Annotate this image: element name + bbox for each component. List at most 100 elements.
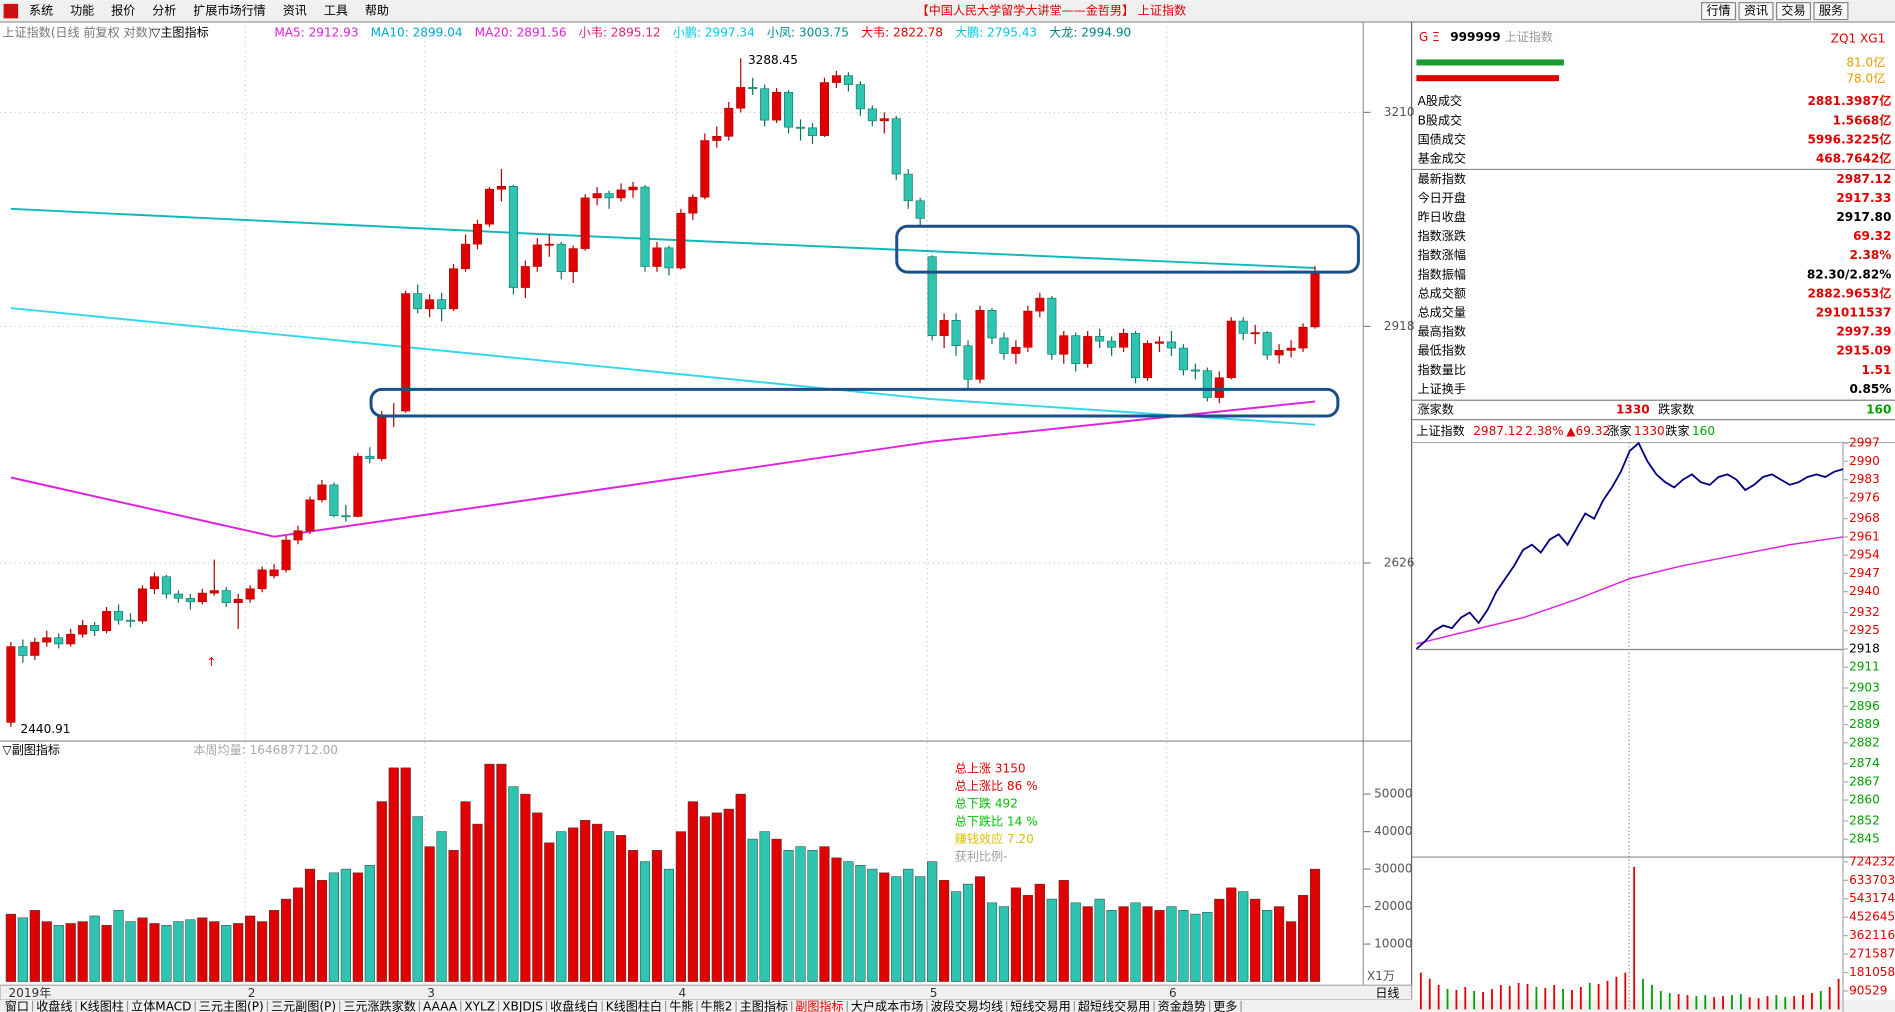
week-average: 本周均量: 164687712.00 (193, 743, 338, 757)
window-button-label[interactable]: 资讯 (1744, 4, 1768, 18)
tab[interactable]: 牛熊 (669, 998, 693, 1012)
candle-body (102, 611, 112, 631)
volume-bar (687, 801, 698, 982)
tab[interactable]: 波段交易均线 (931, 998, 1003, 1012)
window-button[interactable] (1775, 2, 1812, 21)
tab[interactable]: 资金趋势 (1158, 998, 1206, 1012)
volume-bar (915, 876, 926, 982)
quote-value: 291011537 (1816, 305, 1892, 319)
volume-bar (855, 865, 866, 982)
window-button-label[interactable]: 服务 (1819, 3, 1843, 18)
y-tick-label: 2911 (1849, 660, 1880, 674)
volume-bar (292, 887, 304, 982)
y-tick-label: 362116 (1849, 928, 1895, 942)
tab[interactable]: XYLZ (464, 999, 495, 1012)
candle-body (604, 193, 614, 199)
tab[interactable]: 副图指标 (795, 998, 843, 1012)
candle-body (341, 515, 351, 518)
sell-bar (1416, 75, 1560, 82)
window-button[interactable] (1813, 2, 1849, 21)
volume-bar (1250, 898, 1261, 982)
candle-body (1226, 320, 1236, 379)
tab[interactable]: K线图柱白 (606, 998, 662, 1012)
tab[interactable]: 更多 (1213, 999, 1237, 1012)
tab[interactable]: 三元涨跌家数 (343, 998, 415, 1012)
volume-bar (1034, 883, 1045, 982)
candle-body (915, 200, 925, 219)
candle-body (951, 319, 961, 347)
ma-line (10, 207, 1316, 269)
volume-bar (424, 846, 435, 982)
candle-body (197, 592, 207, 603)
volume-bar (197, 917, 208, 982)
window-button[interactable] (1738, 2, 1774, 21)
volume-bar (783, 850, 794, 982)
candle-body (963, 345, 973, 380)
volume-bar (125, 921, 136, 982)
menu-item[interactable]: 扩展市场行情 (193, 3, 265, 18)
candle-body (1047, 297, 1057, 355)
volume-bar (1046, 898, 1057, 982)
window-button-label[interactable]: 行情 (1706, 4, 1730, 18)
ma-line (10, 307, 1316, 426)
menu-item[interactable]: 分析 (152, 4, 176, 18)
tab[interactable]: 收盘线 (36, 998, 72, 1012)
tab[interactable]: 牛熊2 (701, 998, 733, 1012)
y-tick-label: 50000 (1374, 787, 1412, 801)
ma-label: 大龙: 2994.90 (1049, 25, 1131, 39)
candle-body (30, 641, 40, 656)
tab[interactable]: 主图指标 (740, 998, 788, 1012)
tab[interactable]: 收盘线白 (550, 998, 598, 1012)
candle-body (305, 499, 315, 532)
indicator-menu[interactable]: ▽副图指标 (2, 742, 60, 757)
indicator-menu[interactable]: ▽主图指标 (151, 24, 209, 39)
tab[interactable]: AAAA (423, 999, 458, 1012)
tab[interactable]: 窗口 (5, 999, 29, 1012)
y-tick-label: 2940 (1849, 584, 1880, 598)
tab[interactable]: 三元主图(P) (199, 999, 264, 1012)
y-tick-label: 724232 (1849, 854, 1895, 868)
volume-bar (233, 923, 244, 982)
volume-bar (77, 921, 88, 982)
candle-body (317, 484, 327, 501)
window-title: 【中国人民大学留学大讲堂——金哲男】 上证指数 (917, 3, 1187, 18)
candle-body (377, 415, 387, 459)
tab[interactable]: 短线交易用 (1010, 998, 1070, 1012)
menu-item[interactable]: 功能 (70, 4, 94, 18)
menu-item[interactable]: 资讯 (283, 4, 307, 18)
tab[interactable]: XBJDJS (502, 999, 543, 1012)
volume-bar (364, 865, 375, 982)
candle-body (1238, 320, 1248, 334)
candle-body (939, 319, 949, 336)
volume-bar (161, 925, 172, 982)
menu-item[interactable]: 系统 (29, 4, 53, 18)
low-label: 2440.91 (21, 722, 71, 736)
volume-bar (221, 925, 232, 982)
tab[interactable]: 立体MACD (131, 998, 191, 1012)
y-tick-label: 2867 (1849, 774, 1880, 788)
candle-body (42, 637, 52, 643)
candle-body (1011, 346, 1021, 354)
y-tick-label: 271587 (1849, 947, 1895, 961)
tab[interactable]: 超短线交易用 (1078, 998, 1150, 1012)
candle-body (281, 539, 291, 571)
candle-body (209, 590, 219, 594)
window-button[interactable] (1701, 2, 1737, 21)
menu-item[interactable]: 帮助 (365, 4, 389, 18)
candle-body (66, 633, 76, 645)
tab[interactable]: 三元副图(P) (271, 999, 336, 1012)
volume-bar (29, 910, 40, 982)
menu-item[interactable]: 工具 (324, 4, 348, 18)
window-button-label[interactable]: 交易 (1781, 3, 1805, 18)
candle-body (736, 87, 746, 109)
quote-value: 2.38% (1849, 248, 1891, 262)
tab[interactable]: K线图柱 (80, 998, 124, 1012)
candle-body (700, 140, 710, 198)
tab[interactable]: 大户成本市场 (851, 998, 923, 1012)
menu-item[interactable]: 报价 (111, 3, 135, 18)
candle-body (1166, 341, 1176, 349)
volume-bar (735, 793, 746, 982)
volume-bar (520, 793, 531, 982)
y-tick-label: 181058 (1849, 965, 1895, 979)
volume-bar (759, 831, 770, 982)
